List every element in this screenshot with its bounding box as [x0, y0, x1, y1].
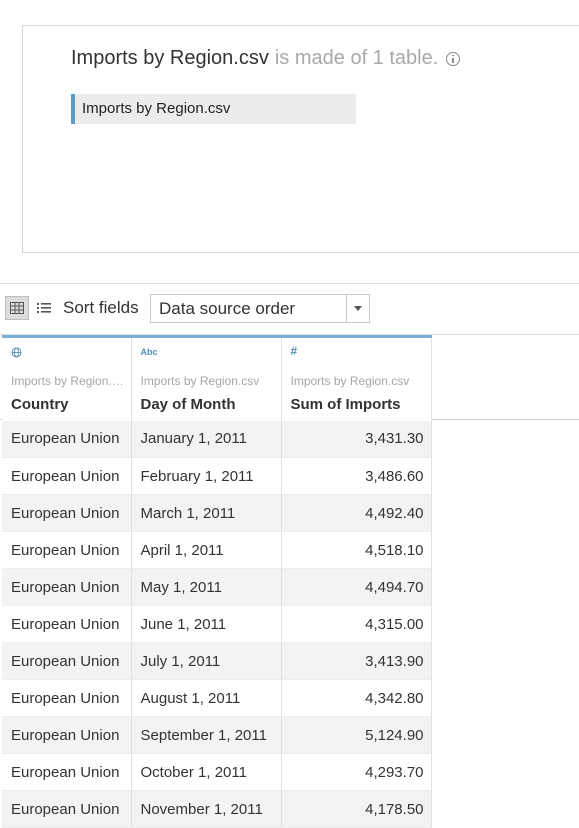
- grid-icon: [10, 302, 24, 314]
- column-header-sum-of-imports[interactable]: # Imports by Region.csv Sum of Imports: [281, 335, 432, 421]
- table-body: European Union January 1, 2011 3,431.30 Eur…: [2, 420, 432, 828]
- grid-toolbar: Sort fields Data source order: [0, 294, 579, 324]
- table-chip[interactable]: Imports by Region.csv: [71, 94, 356, 124]
- table-row: European Union February 1, 2011 3,486.60: [2, 457, 432, 495]
- cell-country: European Union: [2, 531, 132, 569]
- column-source: Imports by Region.csv: [140, 374, 260, 388]
- cell-country: European Union: [2, 716, 132, 754]
- cell-country: European Union: [2, 568, 132, 606]
- cell-sum-of-imports: 4,492.40: [281, 494, 432, 532]
- cell-sum-of-imports: 4,315.00: [281, 605, 432, 643]
- cell-country: European Union: [2, 457, 132, 495]
- table-row: European Union January 1, 2011 3,431.30: [2, 420, 432, 458]
- table-row: European Union April 1, 2011 4,518.10: [2, 531, 432, 569]
- data-source-name: Imports by Region.csv: [71, 47, 269, 69]
- cell-day-of-month: September 1, 2011: [131, 716, 282, 754]
- cell-country: European Union: [2, 753, 132, 791]
- cell-sum-of-imports: 3,486.60: [281, 457, 432, 495]
- data-table: Imports by Region.csv Country Abc Import…: [2, 335, 432, 828]
- globe-icon[interactable]: [11, 347, 22, 360]
- cell-sum-of-imports: 5,124.90: [281, 716, 432, 754]
- dropdown-arrow[interactable]: [346, 295, 369, 322]
- table-row: European Union September 1, 2011 5,124.90: [2, 716, 432, 754]
- cell-day-of-month: March 1, 2011: [131, 494, 282, 532]
- column-name: Country: [11, 396, 69, 413]
- sort-selected-value: Data source order: [159, 299, 296, 318]
- cell-day-of-month: February 1, 2011: [131, 457, 282, 495]
- cell-day-of-month: May 1, 2011: [131, 568, 282, 606]
- cell-sum-of-imports: 3,431.30: [281, 420, 432, 458]
- table-row: European Union October 1, 2011 4,293.70: [2, 753, 432, 791]
- column-header-country[interactable]: Imports by Region.csv Country: [2, 335, 132, 421]
- cell-sum-of-imports: 3,413.90: [281, 642, 432, 680]
- table-row: European Union August 1, 2011 4,342.80: [2, 679, 432, 717]
- table-row: European Union May 1, 2011 4,494.70: [2, 568, 432, 606]
- column-source: Imports by Region.csv: [290, 374, 410, 388]
- list-icon: [37, 303, 51, 313]
- info-icon[interactable]: [446, 51, 461, 66]
- string-type-icon[interactable]: Abc: [140, 347, 158, 357]
- cell-sum-of-imports: 4,494.70: [281, 568, 432, 606]
- cell-sum-of-imports: 4,293.70: [281, 753, 432, 791]
- cell-day-of-month: June 1, 2011: [131, 605, 282, 643]
- cell-sum-of-imports: 4,178.50: [281, 790, 432, 828]
- cell-day-of-month: April 1, 2011: [131, 531, 282, 569]
- cell-country: European Union: [2, 790, 132, 828]
- cell-country: European Union: [2, 642, 132, 680]
- chevron-down-icon: [354, 306, 362, 311]
- grid-view-button[interactable]: [5, 296, 29, 320]
- cell-country: European Union: [2, 494, 132, 532]
- header-row: Imports by Region.csv Country Abc Import…: [2, 335, 432, 421]
- table-row: European Union November 1, 2011 4,178.50: [2, 790, 432, 828]
- list-view-button[interactable]: [32, 296, 56, 320]
- cell-day-of-month: July 1, 2011: [131, 642, 282, 680]
- sort-fields-dropdown[interactable]: Data source order: [150, 294, 370, 323]
- data-grid: Imports by Region.csv Country Abc Import…: [0, 334, 579, 828]
- cell-sum-of-imports: 4,518.10: [281, 531, 432, 569]
- column-name: Sum of Imports: [290, 396, 401, 413]
- column-header-day-of-month[interactable]: Abc Imports by Region.csv Day of Month: [131, 335, 282, 421]
- sort-fields-label: Sort fields: [63, 298, 139, 317]
- column-name: Day of Month: [140, 396, 236, 413]
- cell-country: European Union: [2, 420, 132, 458]
- table-row: European Union July 1, 2011 3,413.90: [2, 642, 432, 680]
- column-source: Imports by Region.csv: [11, 374, 127, 388]
- canvas-title: Imports by Region.csv is made of 1 table…: [71, 47, 461, 70]
- table-row: European Union March 1, 2011 4,492.40: [2, 494, 432, 532]
- panel-divider: [0, 283, 579, 284]
- table-row: European Union June 1, 2011 4,315.00: [2, 605, 432, 643]
- number-type-icon[interactable]: #: [290, 344, 298, 358]
- cell-day-of-month: August 1, 2011: [131, 679, 282, 717]
- cell-sum-of-imports: 4,342.80: [281, 679, 432, 717]
- cell-day-of-month: November 1, 2011: [131, 790, 282, 828]
- cell-country: European Union: [2, 679, 132, 717]
- cell-day-of-month: October 1, 2011: [131, 753, 282, 791]
- canvas-panel: Imports by Region.csv is made of 1 table…: [22, 25, 579, 253]
- table-count-text: is made of 1 table.: [274, 47, 439, 69]
- cell-country: European Union: [2, 605, 132, 643]
- cell-day-of-month: January 1, 2011: [131, 420, 282, 458]
